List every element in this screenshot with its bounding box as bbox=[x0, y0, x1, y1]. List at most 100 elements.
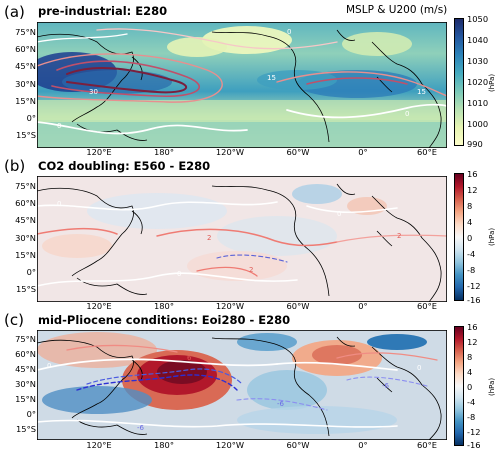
colorbar-unit: (hPa) bbox=[488, 227, 496, 246]
contour-label: 30 bbox=[89, 88, 98, 96]
panel-letter: (c) bbox=[4, 311, 24, 329]
lon-label: 0° bbox=[358, 147, 368, 157]
colorbar-tick: -8 bbox=[467, 412, 476, 422]
map-frame bbox=[37, 330, 447, 440]
lat-label: 0° bbox=[26, 267, 36, 277]
figure-note: MSLP & U200 (m/s) bbox=[346, 4, 448, 16]
contour-label: 15 bbox=[417, 88, 426, 96]
contour-label: 2 bbox=[249, 266, 253, 274]
contour-label: 0 bbox=[337, 210, 341, 218]
colorbar-tick: 16 bbox=[467, 169, 478, 179]
panel-title: CO2 doubling: E560 - E280 bbox=[38, 159, 211, 173]
lon-label: 60°E bbox=[417, 147, 437, 157]
colorbar-tick: 990 bbox=[467, 139, 483, 149]
lat-label: 15°N bbox=[15, 250, 36, 260]
colorbar-tick: 1010 bbox=[467, 98, 489, 108]
lat-label: 75°N bbox=[15, 181, 36, 191]
coastlines bbox=[37, 336, 442, 440]
lat-label: 75°N bbox=[15, 334, 36, 344]
lon-label: 0° bbox=[358, 440, 368, 450]
lat-label: 45°N bbox=[15, 364, 36, 374]
colorbar-unit: (hPa) bbox=[488, 73, 496, 92]
contour-label: 6 bbox=[187, 354, 192, 362]
colorbar-tick: 4 bbox=[467, 217, 473, 227]
contour-label: 0 bbox=[177, 270, 181, 278]
lat-label: 15°S bbox=[16, 284, 36, 294]
lon-label: 120°E bbox=[86, 147, 112, 157]
colorbar-tick: 12 bbox=[467, 185, 478, 195]
lat-label: 45°N bbox=[15, 61, 36, 71]
map-frame bbox=[37, 176, 447, 302]
colorbar bbox=[454, 18, 464, 146]
lon-label: 60°E bbox=[417, 440, 437, 450]
contour-label: 15 bbox=[267, 74, 276, 82]
contour-label: 0 bbox=[405, 110, 409, 118]
panel-letter: (b) bbox=[4, 157, 26, 175]
lon-label: 0° bbox=[358, 301, 368, 311]
colorbar-tick: 1040 bbox=[467, 35, 489, 45]
lon-label: 120°E bbox=[86, 440, 112, 450]
contour-label: 2 bbox=[207, 234, 211, 242]
lat-label: 75°N bbox=[15, 27, 36, 37]
colorbar-unit: (hPa) bbox=[488, 377, 496, 396]
contour-label: 0 bbox=[57, 122, 61, 130]
colorbar-tick: 8 bbox=[467, 352, 473, 362]
lat-label: 15°S bbox=[16, 424, 36, 434]
colorbar bbox=[454, 173, 464, 301]
lat-label: 15°S bbox=[16, 130, 36, 140]
colorbar bbox=[454, 326, 464, 446]
colorbar-tick: -16 bbox=[467, 295, 481, 305]
colorbar-tick: 4 bbox=[467, 367, 473, 377]
map-panel-c: 0 0 -6 -6 6 -6 bbox=[37, 330, 447, 440]
lat-label: 30°N bbox=[15, 79, 36, 89]
lon-label: 60°E bbox=[417, 301, 437, 311]
colorbar-tick: 8 bbox=[467, 201, 473, 211]
colorbar-tick: 16 bbox=[467, 322, 478, 332]
lon-label: 180° bbox=[154, 147, 174, 157]
lat-label: 15°N bbox=[15, 96, 36, 106]
panel-title: pre-industrial: E280 bbox=[38, 4, 168, 18]
lon-label: 180° bbox=[154, 301, 174, 311]
contour-label: 0 bbox=[287, 28, 291, 36]
map-panel-a: 30 15 15 0 0 0 bbox=[37, 22, 447, 148]
lon-label: 60°W bbox=[286, 301, 310, 311]
contour-label: 0 bbox=[57, 200, 61, 208]
lat-label: 60°N bbox=[15, 349, 36, 359]
colorbar-tick: -4 bbox=[467, 397, 476, 407]
contour-label: 2 bbox=[397, 232, 401, 240]
u200-contours bbox=[37, 28, 447, 135]
colorbar-tick: -12 bbox=[467, 427, 481, 437]
lon-label: 60°W bbox=[286, 147, 310, 157]
lat-label: 30°N bbox=[15, 379, 36, 389]
colorbar-tick: -4 bbox=[467, 249, 476, 259]
lat-label: 60°N bbox=[15, 44, 36, 54]
colorbar-tick: 12 bbox=[467, 337, 478, 347]
contour-label: 0 bbox=[417, 364, 421, 372]
contour-label: -6 bbox=[277, 400, 285, 408]
panel-title: mid-Pliocene conditions: Eoi280 - E280 bbox=[38, 313, 291, 327]
contour-label: -6 bbox=[382, 382, 390, 390]
lat-label: 0° bbox=[26, 113, 36, 123]
contour-label: 0 bbox=[47, 362, 51, 370]
lon-label: 120°E bbox=[86, 301, 112, 311]
colorbar-tick: 0 bbox=[467, 233, 473, 243]
lat-label: 45°N bbox=[15, 215, 36, 225]
colorbar-tick: -8 bbox=[467, 265, 476, 275]
lon-label: 60°W bbox=[286, 440, 310, 450]
coastlines bbox=[37, 183, 442, 302]
lat-label: 30°N bbox=[15, 233, 36, 243]
map-panel-b: 2 2 2 0 0 0 bbox=[37, 176, 447, 302]
lon-label: 180° bbox=[154, 440, 174, 450]
map-frame bbox=[37, 22, 447, 148]
lat-label: 0° bbox=[26, 409, 36, 419]
u200-contours bbox=[37, 201, 447, 287]
colorbar-tick: 1000 bbox=[467, 119, 489, 129]
u200-contours bbox=[37, 344, 438, 428]
panel-letter: (a) bbox=[4, 3, 25, 21]
lon-label: 120°W bbox=[215, 301, 245, 311]
colorbar-tick: 1050 bbox=[467, 14, 489, 24]
contour-label: -6 bbox=[137, 424, 145, 432]
colorbar-tick: -12 bbox=[467, 281, 481, 291]
lon-label: 120°W bbox=[215, 440, 245, 450]
lat-label: 60°N bbox=[15, 198, 36, 208]
